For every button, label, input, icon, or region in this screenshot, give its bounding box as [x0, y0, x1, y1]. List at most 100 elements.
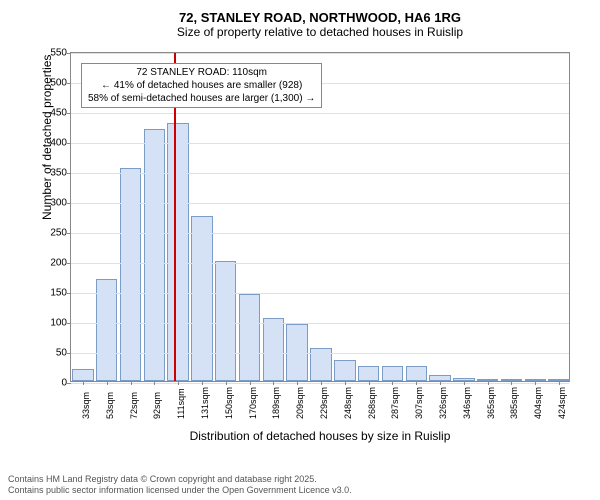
x-tick-mark: [178, 381, 179, 385]
x-tick-mark: [511, 381, 512, 385]
x-tick-mark: [488, 381, 489, 385]
x-tick-mark: [202, 381, 203, 385]
histogram-bar: [96, 279, 117, 381]
x-tick-mark: [226, 381, 227, 385]
chart-title: 72, STANLEY ROAD, NORTHWOOD, HA6 1RG: [50, 10, 590, 25]
x-tick-label: 170sqm: [248, 387, 258, 419]
x-tick-mark: [464, 381, 465, 385]
y-tick-mark: [67, 143, 71, 144]
y-tick-label: 200: [33, 258, 67, 269]
x-tick-label: 72sqm: [129, 392, 139, 419]
histogram-bar: [263, 318, 284, 381]
x-axis-label: Distribution of detached houses by size …: [71, 429, 569, 443]
y-tick-label: 400: [33, 138, 67, 149]
x-tick-label: 209sqm: [295, 387, 305, 419]
x-tick-label: 33sqm: [81, 392, 91, 419]
grid-line: [71, 353, 569, 354]
y-tick-mark: [67, 323, 71, 324]
x-tick-mark: [154, 381, 155, 385]
x-tick-mark: [297, 381, 298, 385]
grid-line: [71, 233, 569, 234]
chart-container: 72, STANLEY ROAD, NORTHWOOD, HA6 1RG Siz…: [50, 10, 590, 440]
copyright-text: Contains HM Land Registry data © Crown c…: [8, 474, 352, 496]
x-tick-mark: [107, 381, 108, 385]
grid-line: [71, 53, 569, 54]
x-tick-mark: [83, 381, 84, 385]
histogram-bar: [334, 360, 355, 381]
y-tick-mark: [67, 263, 71, 264]
x-tick-label: 229sqm: [319, 387, 329, 419]
copyright-line2: Contains public sector information licen…: [8, 485, 352, 496]
y-tick-mark: [67, 203, 71, 204]
y-tick-mark: [67, 53, 71, 54]
x-tick-mark: [131, 381, 132, 385]
annotation-line3: 58% of semi-detached houses are larger (…: [88, 92, 315, 105]
y-tick-label: 450: [33, 108, 67, 119]
y-tick-mark: [67, 293, 71, 294]
grid-line: [71, 293, 569, 294]
x-tick-label: 404sqm: [533, 387, 543, 419]
grid-line: [71, 143, 569, 144]
grid-line: [71, 383, 569, 384]
y-tick-label: 300: [33, 198, 67, 209]
x-tick-mark: [559, 381, 560, 385]
y-tick-label: 250: [33, 228, 67, 239]
annotation-line1: 72 STANLEY ROAD: 110sqm: [88, 66, 315, 79]
x-tick-label: 92sqm: [152, 392, 162, 419]
y-tick-label: 0: [33, 378, 67, 389]
histogram-bar: [191, 216, 212, 381]
x-tick-label: 268sqm: [367, 387, 377, 419]
histogram-bar: [239, 294, 260, 381]
y-tick-label: 150: [33, 288, 67, 299]
grid-line: [71, 173, 569, 174]
grid-line: [71, 203, 569, 204]
grid-line: [71, 263, 569, 264]
annotation-line2: ← 41% of detached houses are smaller (92…: [88, 79, 315, 92]
y-tick-label: 50: [33, 348, 67, 359]
y-tick-label: 100: [33, 318, 67, 329]
x-tick-label: 346sqm: [462, 387, 472, 419]
x-tick-label: 248sqm: [343, 387, 353, 419]
x-tick-mark: [535, 381, 536, 385]
copyright-line1: Contains HM Land Registry data © Crown c…: [8, 474, 352, 485]
y-tick-label: 550: [33, 48, 67, 59]
x-tick-label: 365sqm: [486, 387, 496, 419]
annotation-box: 72 STANLEY ROAD: 110sqm ← 41% of detache…: [81, 63, 322, 108]
x-tick-mark: [250, 381, 251, 385]
y-tick-mark: [67, 173, 71, 174]
x-tick-label: 424sqm: [557, 387, 567, 419]
grid-line: [71, 323, 569, 324]
x-tick-label: 385sqm: [509, 387, 519, 419]
x-tick-label: 189sqm: [271, 387, 281, 419]
x-tick-label: 131sqm: [200, 387, 210, 419]
histogram-bar: [72, 369, 93, 381]
grid-line: [71, 113, 569, 114]
y-tick-mark: [67, 83, 71, 84]
y-tick-mark: [67, 383, 71, 384]
x-tick-label: 53sqm: [105, 392, 115, 419]
histogram-bar: [358, 366, 379, 381]
histogram-bar: [215, 261, 236, 381]
y-tick-label: 500: [33, 78, 67, 89]
x-tick-mark: [416, 381, 417, 385]
x-tick-label: 111sqm: [176, 388, 186, 419]
x-tick-label: 287sqm: [390, 387, 400, 419]
histogram-bar: [406, 366, 427, 381]
x-tick-label: 150sqm: [224, 387, 234, 419]
histogram-bar: [144, 129, 165, 381]
x-tick-mark: [273, 381, 274, 385]
y-tick-mark: [67, 353, 71, 354]
x-tick-label: 326sqm: [438, 387, 448, 419]
x-tick-mark: [321, 381, 322, 385]
y-tick-label: 350: [33, 168, 67, 179]
x-tick-mark: [369, 381, 370, 385]
y-tick-mark: [67, 233, 71, 234]
x-tick-mark: [345, 381, 346, 385]
x-tick-mark: [440, 381, 441, 385]
y-tick-mark: [67, 113, 71, 114]
x-tick-mark: [392, 381, 393, 385]
histogram-bar: [120, 168, 141, 381]
plot-area: 050100150200250300350400450500550 33sqm5…: [70, 52, 570, 382]
histogram-bar: [167, 123, 188, 381]
histogram-bar: [382, 366, 403, 381]
